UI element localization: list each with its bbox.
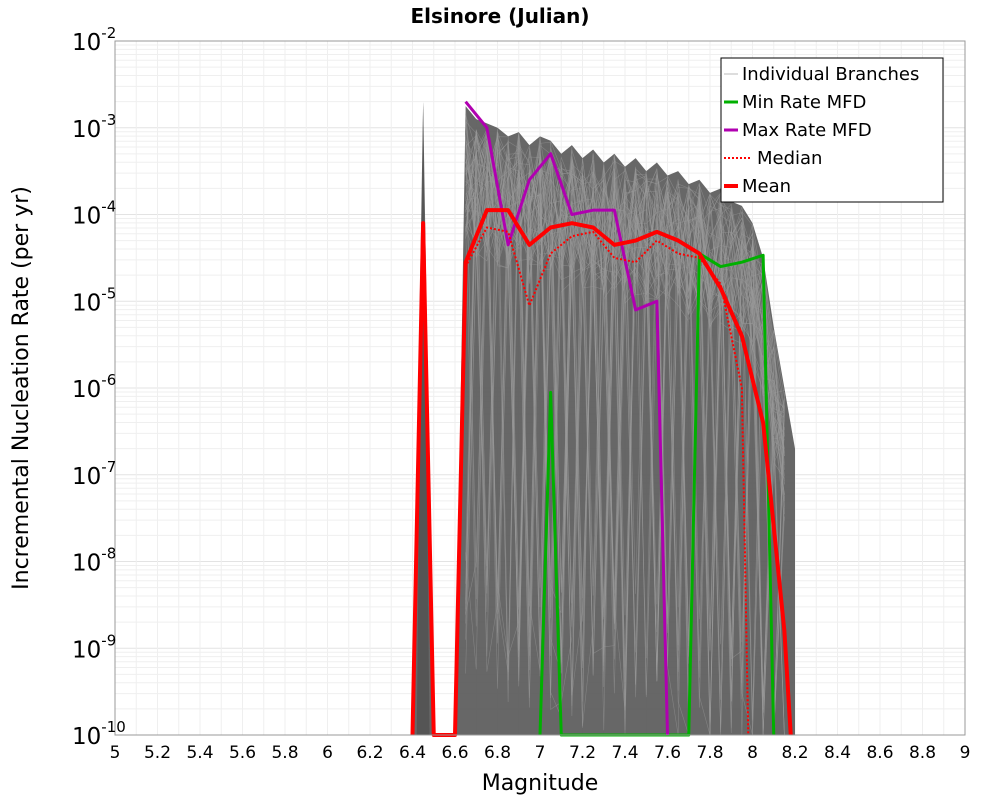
plot-frame — [114, 40, 966, 736]
chart-title: Elsinore (Julian) — [410, 4, 589, 28]
y-tick-exponent: -2 — [101, 24, 116, 42]
x-tick-label: 7.2 — [569, 743, 596, 763]
x-axis-label: Magnitude — [482, 771, 599, 796]
x-tick-label: 5 — [110, 743, 121, 763]
branch-line — [465, 136, 785, 681]
y-tick-label: 10-5 — [72, 284, 116, 316]
x-tick-labels: 5 5.2 5.4 5.6 5.8 6 6.2 6.4 6.6 6.8 7 7.2 7.4 7.6 7.8 8… — [110, 743, 971, 763]
x-tick-label: 7.6 — [654, 743, 681, 763]
y-tick-label: 10-9 — [72, 631, 116, 663]
legend-box — [720, 57, 944, 203]
y-axis-label: Incremental Nucleation Rate (per yr) — [9, 186, 34, 590]
y-tick-exponent: -6 — [101, 371, 116, 389]
legend: Individual Branches Min Rate MFD Max Rate … — [720, 57, 944, 203]
y-tick-label: 10-4 — [72, 198, 116, 230]
x-tick-label: 8.4 — [824, 743, 851, 763]
branch-line — [465, 132, 785, 734]
y-tick-label: 10-3 — [72, 111, 116, 143]
x-tick-label: 8.8 — [909, 743, 936, 763]
x-tick-label: 5.6 — [229, 743, 256, 763]
y-tick-exponent: -10 — [101, 718, 126, 736]
y-tick-exponent: -4 — [101, 198, 116, 216]
branch-line — [465, 130, 785, 658]
x-tick-label: 8.2 — [781, 743, 808, 763]
y-tick-exponent: -7 — [101, 458, 116, 476]
y-tick-label: 10-6 — [72, 371, 116, 403]
legend-entry-label: Max Rate MFD — [742, 120, 872, 141]
series-line-max-rate-mfd — [464, 100, 669, 736]
y-tick-exponent: -9 — [101, 631, 116, 649]
branch-line — [465, 136, 785, 598]
x-tick-label: 5.2 — [144, 743, 171, 763]
x-tick-label: 6.6 — [441, 743, 468, 763]
series-line-median — [411, 226, 750, 736]
legend-entry-label: Median — [757, 148, 822, 169]
legend-entry-label: Min Rate MFD — [742, 92, 866, 113]
y-tick-exponent: -3 — [101, 111, 116, 129]
y-tick-label: 10-8 — [72, 545, 116, 577]
y-tick-exponent: -5 — [101, 284, 116, 302]
x-tick-label: 7 — [535, 743, 546, 763]
y-tick-labels: 10-210-310-410-510-610-710-810-910-10 — [72, 24, 126, 750]
x-tick-label: 9 — [960, 743, 971, 763]
x-tick-label: 8.6 — [866, 743, 893, 763]
y-tick-exponent: -8 — [101, 545, 116, 563]
x-tick-label: 6 — [322, 743, 333, 763]
x-tick-label: 6.8 — [484, 743, 511, 763]
x-tick-label: 5.4 — [186, 743, 213, 763]
x-tick-label: 7.8 — [696, 743, 723, 763]
legend-entry-label: Mean — [742, 176, 791, 197]
branch-line — [465, 144, 785, 648]
x-tick-label: 8 — [747, 743, 758, 763]
branch-line — [465, 152, 785, 705]
y-tick-label: 10-7 — [72, 458, 116, 490]
series-line-mean — [410, 208, 793, 737]
x-tick-label: 6.2 — [356, 743, 383, 763]
branch-spike — [416, 101, 430, 736]
y-tick-label: 10-2 — [72, 24, 116, 56]
x-tick-label: 5.8 — [271, 743, 298, 763]
x-tick-label: 6.4 — [399, 743, 426, 763]
legend-entry-label: Individual Branches — [742, 64, 919, 85]
x-tick-label: 7.4 — [611, 743, 638, 763]
